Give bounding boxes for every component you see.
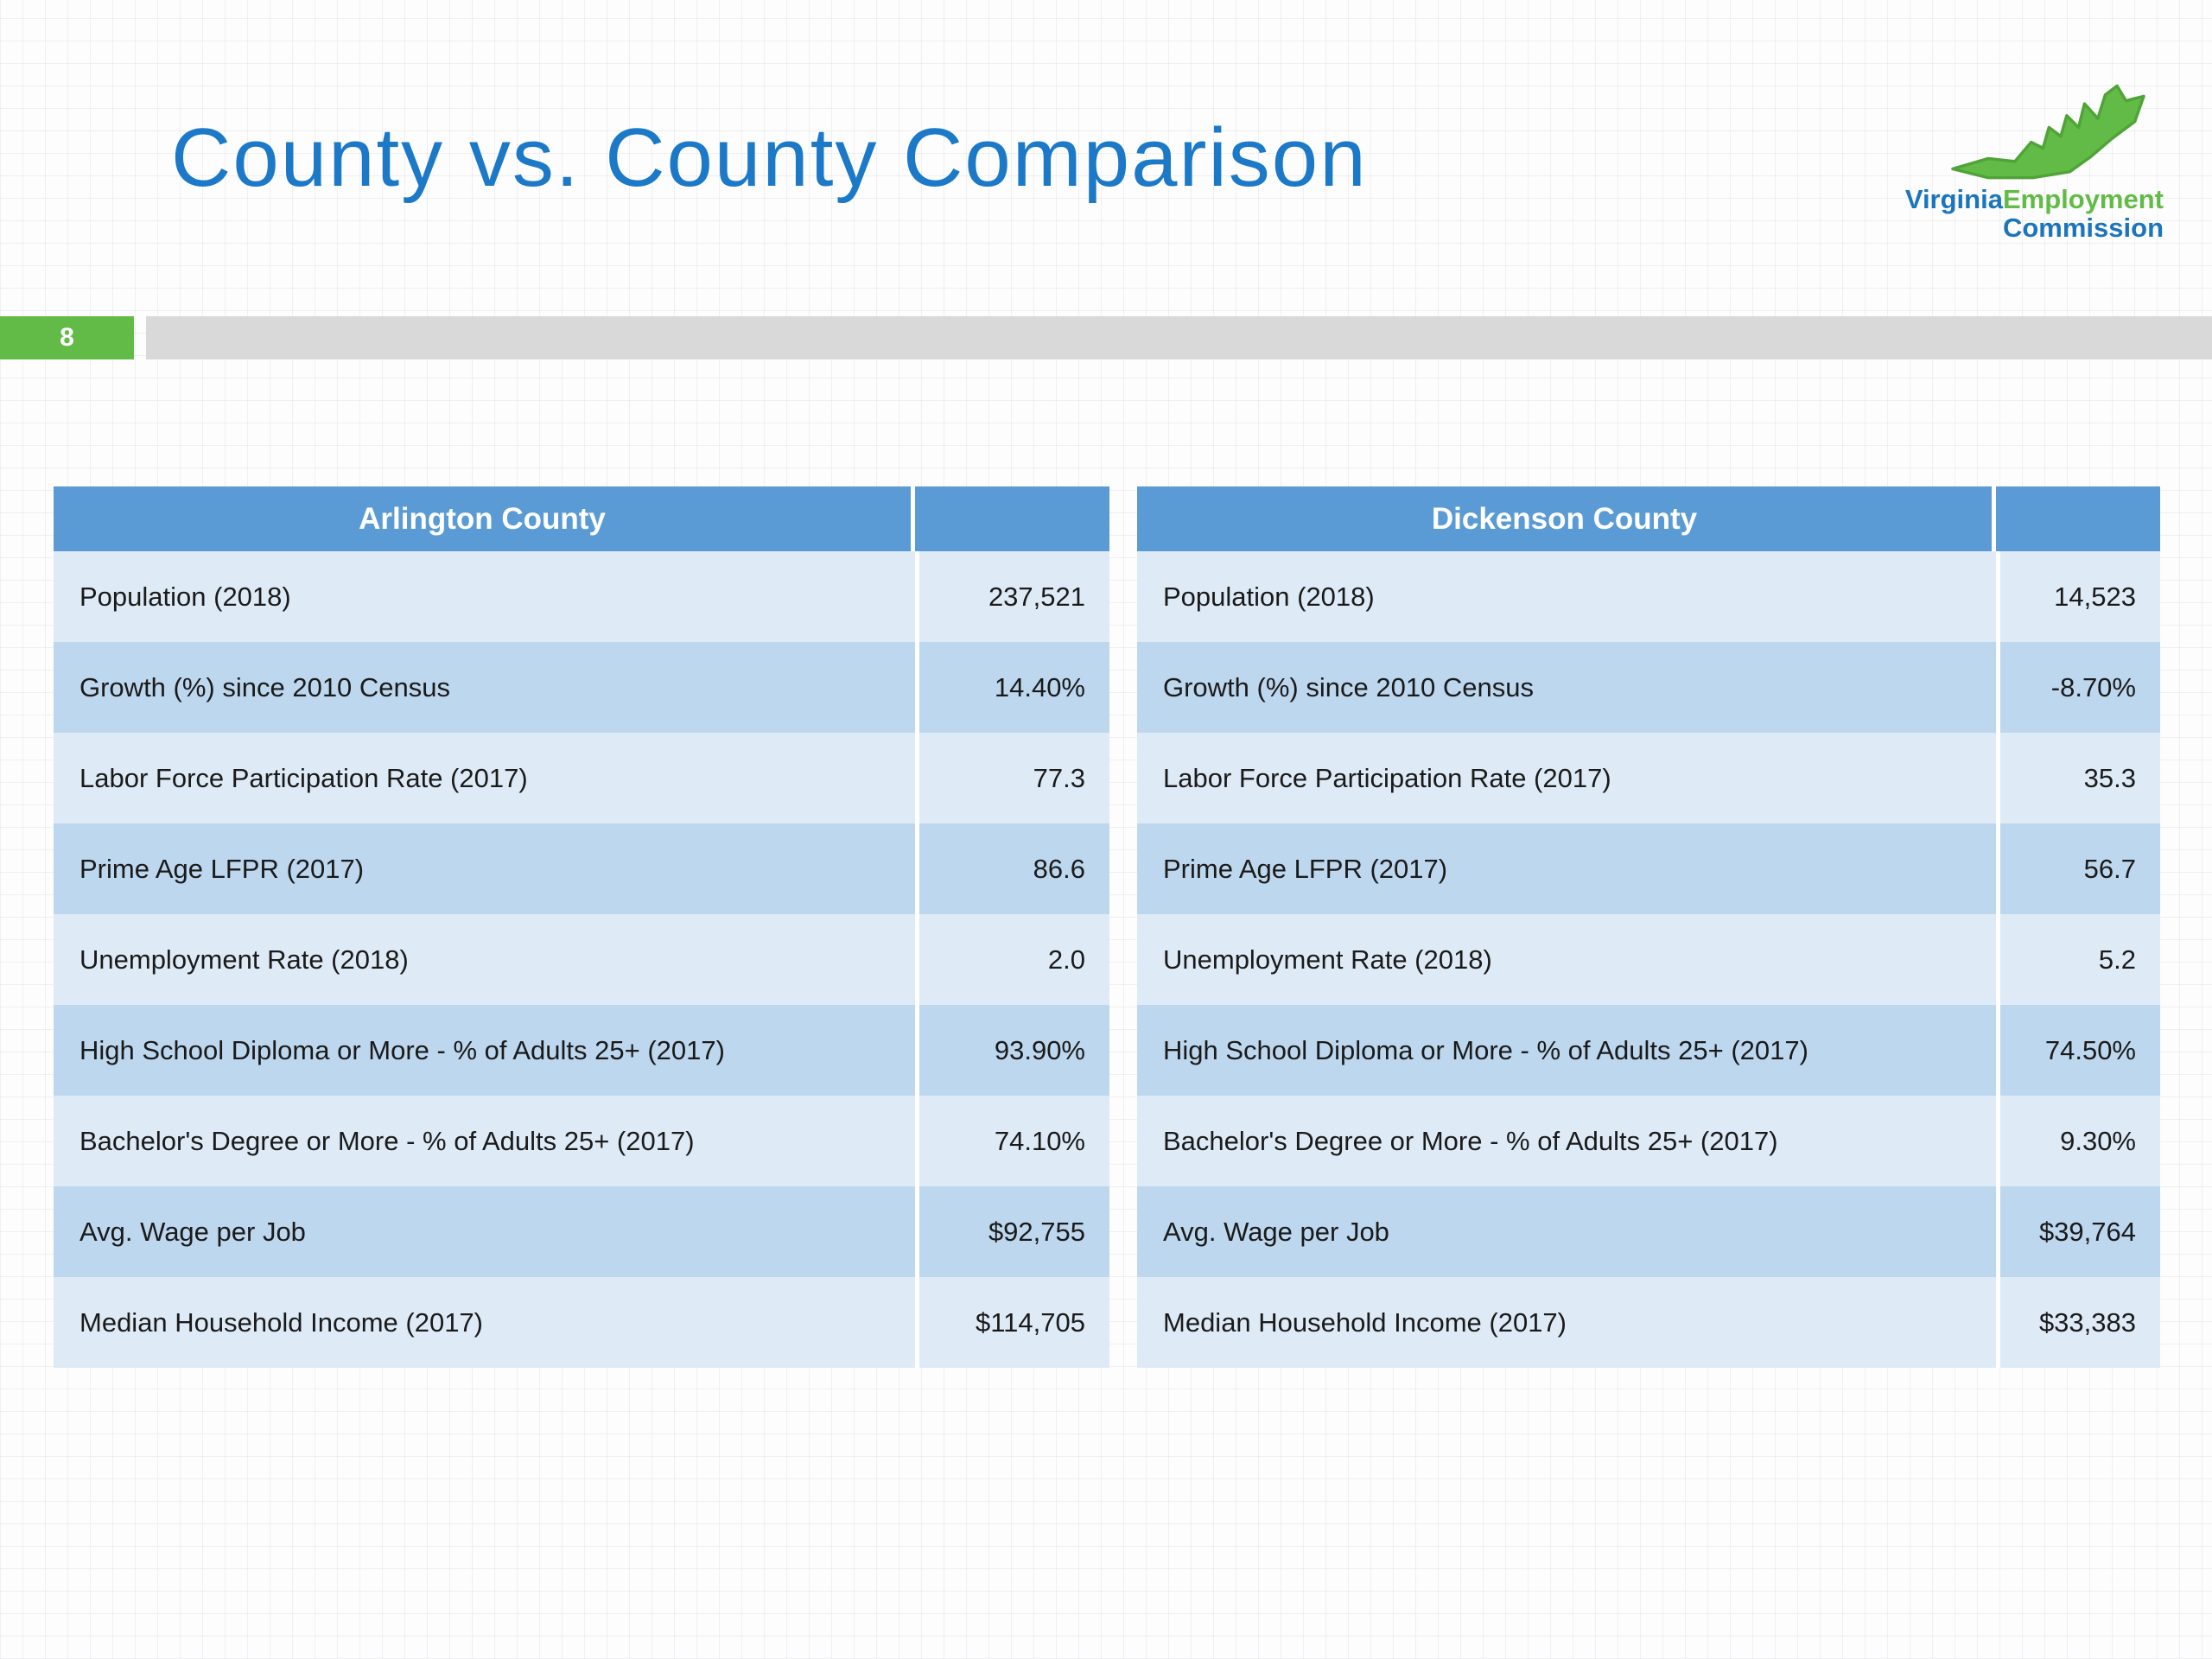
table-row: Labor Force Participation Rate (2017) 77… <box>54 733 1109 823</box>
row-label: Population (2018) <box>79 581 291 612</box>
row-value: $33,383 <box>1996 1277 2160 1368</box>
row-value: 74.50% <box>1996 1005 2160 1096</box>
row-label: Median Household Income (2017) <box>79 1306 483 1338</box>
table-header: Arlington County <box>54 486 1109 551</box>
table-body: Population (2018) 14,523 Growth (%) sinc… <box>1137 551 2160 1368</box>
table-row: Unemployment Rate (2018) 2.0 <box>54 914 1109 1005</box>
table-row: Median Household Income (2017) $114,705 <box>54 1277 1109 1368</box>
row-value: 2.0 <box>915 914 1109 1005</box>
table-header-value-cell <box>1992 486 2160 551</box>
page-number-strip: 8 <box>0 316 2212 359</box>
table-header-title: Arlington County <box>359 501 606 536</box>
row-label: Avg. Wage per Job <box>79 1216 306 1247</box>
table-row: Growth (%) since 2010 Census -8.70% <box>1137 642 2160 733</box>
logo-text-virginia: Virginia <box>1904 184 2003 214</box>
row-label: Growth (%) since 2010 Census <box>79 671 451 702</box>
row-value: 35.3 <box>1996 733 2160 823</box>
slide-number-badge: 8 <box>0 316 134 359</box>
logo-text-line1: VirginiaEmployment <box>1835 184 2164 214</box>
row-label: Bachelor's Degree or More - % of Adults … <box>1163 1125 1778 1156</box>
divider-bar <box>146 316 2212 359</box>
table-header: Dickenson County <box>1137 486 2160 551</box>
row-value: $114,705 <box>915 1277 1109 1368</box>
row-value: 77.3 <box>915 733 1109 823</box>
row-label: Unemployment Rate (2018) <box>79 944 409 975</box>
virginia-state-icon <box>1951 84 2145 180</box>
table-body: Population (2018) 237,521 Growth (%) sin… <box>54 551 1109 1368</box>
table-dickenson: Dickenson County Population (2018) 14,52… <box>1137 486 2160 1368</box>
row-label: Prime Age LFPR (2017) <box>79 853 365 884</box>
table-arlington: Arlington County Population (2018) 237,5… <box>54 486 1109 1368</box>
row-label: Growth (%) since 2010 Census <box>1163 671 1535 702</box>
table-row: High School Diploma or More - % of Adult… <box>54 1005 1109 1096</box>
table-row: High School Diploma or More - % of Adult… <box>1137 1005 2160 1096</box>
row-label: Unemployment Rate (2018) <box>1163 944 1492 975</box>
row-value: 14.40% <box>915 642 1109 733</box>
table-row: Bachelor's Degree or More - % of Adults … <box>54 1096 1109 1186</box>
row-label: Labor Force Participation Rate (2017) <box>79 762 528 793</box>
row-value: -8.70% <box>1996 642 2160 733</box>
logo-text-employment: Employment <box>2002 184 2164 214</box>
row-value: 237,521 <box>915 551 1109 642</box>
table-row: Prime Age LFPR (2017) 56.7 <box>1137 823 2160 914</box>
row-value: 9.30% <box>1996 1096 2160 1186</box>
row-label: Population (2018) <box>1163 581 1375 612</box>
row-value: 14,523 <box>1996 551 2160 642</box>
row-label: Labor Force Participation Rate (2017) <box>1163 762 1611 793</box>
row-value: $92,755 <box>915 1186 1109 1277</box>
row-label: Avg. Wage per Job <box>1163 1216 1389 1247</box>
row-value: $39,764 <box>1996 1186 2160 1277</box>
row-label: Bachelor's Degree or More - % of Adults … <box>79 1125 695 1156</box>
page-title: County vs. County Comparison <box>171 111 1368 204</box>
table-row: Growth (%) since 2010 Census 14.40% <box>54 642 1109 733</box>
row-label: Prime Age LFPR (2017) <box>1163 853 1448 884</box>
table-row: Bachelor's Degree or More - % of Adults … <box>1137 1096 2160 1186</box>
row-value: 74.10% <box>915 1096 1109 1186</box>
row-value: 56.7 <box>1996 823 2160 914</box>
table-row: Population (2018) 237,521 <box>54 551 1109 642</box>
row-value: 86.6 <box>915 823 1109 914</box>
table-row: Prime Age LFPR (2017) 86.6 <box>54 823 1109 914</box>
vec-logo: VirginiaEmployment Commission <box>1835 83 2164 242</box>
table-row: Population (2018) 14,523 <box>1137 551 2160 642</box>
row-label: Median Household Income (2017) <box>1163 1306 1567 1338</box>
table-row: Avg. Wage per Job $92,755 <box>54 1186 1109 1277</box>
table-row: Median Household Income (2017) $33,383 <box>1137 1277 2160 1368</box>
table-row: Avg. Wage per Job $39,764 <box>1137 1186 2160 1277</box>
table-header-value-cell <box>911 486 1109 551</box>
logo-text-commission: Commission <box>2002 212 2164 243</box>
strip-gap <box>134 316 146 359</box>
table-row: Labor Force Participation Rate (2017) 35… <box>1137 733 2160 823</box>
table-header-title: Dickenson County <box>1431 501 1698 536</box>
row-value: 93.90% <box>915 1005 1109 1096</box>
row-value: 5.2 <box>1996 914 2160 1005</box>
comparison-tables: Arlington County Population (2018) 237,5… <box>54 486 2160 1368</box>
row-label: High School Diploma or More - % of Adult… <box>79 1034 725 1065</box>
table-row: Unemployment Rate (2018) 5.2 <box>1137 914 2160 1005</box>
row-label: High School Diploma or More - % of Adult… <box>1163 1034 1808 1065</box>
